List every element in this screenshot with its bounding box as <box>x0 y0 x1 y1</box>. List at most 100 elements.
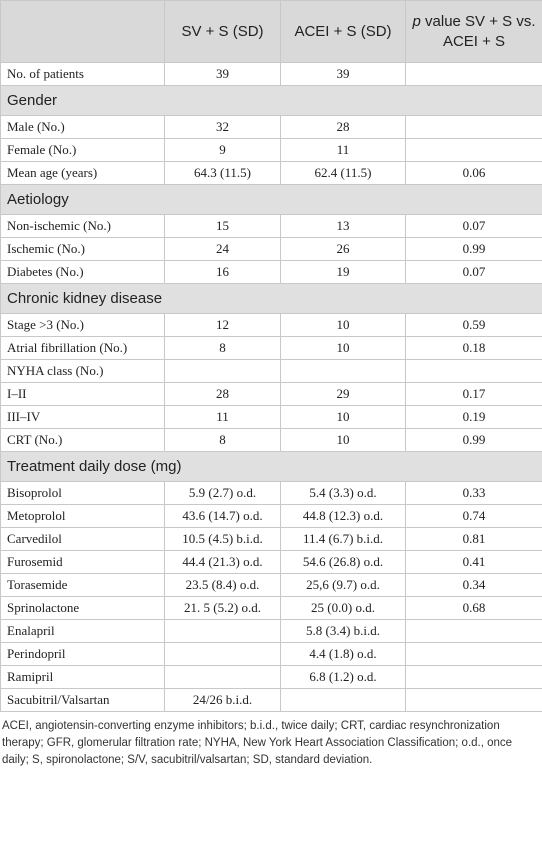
cell: 11 <box>164 405 281 429</box>
section-row: Chronic kidney disease <box>0 283 542 314</box>
cell: 0.33 <box>405 481 542 505</box>
row-label: Sprinolactone <box>0 596 165 620</box>
cell: 10.5 (4.5) b.i.d. <box>164 527 281 551</box>
cell: 13 <box>280 214 406 238</box>
cell: 28 <box>280 115 406 139</box>
cell: 62.4 (11.5) <box>280 161 406 185</box>
cell: 0.68 <box>405 596 542 620</box>
cell: 0.19 <box>405 405 542 429</box>
section-row: Treatment daily dose (mg) <box>0 451 542 482</box>
cell: 10 <box>280 405 406 429</box>
cell: 0.81 <box>405 527 542 551</box>
row-label: III–IV <box>0 405 165 429</box>
cell: 32 <box>164 115 281 139</box>
cell <box>164 359 281 383</box>
header-cell: ACEI + S (SD) <box>280 0 406 63</box>
cell <box>164 665 281 689</box>
cell: 10 <box>280 336 406 360</box>
cell: 54.6 (26.8) o.d. <box>280 550 406 574</box>
data-table: SV + S (SD) ACEI + S (SD) p value SV + S… <box>0 0 542 712</box>
cell <box>280 688 406 712</box>
cell: 16 <box>164 260 281 284</box>
section-label: Aetiology <box>0 184 542 215</box>
data-row: Sacubitril/Valsartan 24/26 b.i.d. <box>0 688 542 712</box>
section-label: Gender <box>0 85 542 116</box>
cell <box>405 115 542 139</box>
data-row: Ramipril 6.8 (1.2) o.d. <box>0 665 542 689</box>
cell: 5.8 (3.4) b.i.d. <box>280 619 406 643</box>
row-label: Mean age (years) <box>0 161 165 185</box>
section-row: Gender <box>0 85 542 116</box>
row-label: Ischemic (No.) <box>0 237 165 261</box>
cell: 64.3 (11.5) <box>164 161 281 185</box>
cell: 8 <box>164 336 281 360</box>
row-label: Enalapril <box>0 619 165 643</box>
cell: 39 <box>280 62 406 86</box>
data-row: Ischemic (No.) 24 26 0.99 <box>0 237 542 261</box>
cell <box>405 359 542 383</box>
row-label: Diabetes (No.) <box>0 260 165 284</box>
data-row: Sprinolactone 21. 5 (5.2) o.d. 25 (0.0) o.… <box>0 596 542 620</box>
data-row: Stage >3 (No.) 12 10 0.59 <box>0 313 542 337</box>
row-label: Perindopril <box>0 642 165 666</box>
row-label: Atrial fibrillation (No.) <box>0 336 165 360</box>
cell: 23.5 (8.4) o.d. <box>164 573 281 597</box>
data-row: No. of patients 39 39 <box>0 62 542 86</box>
row-label: Sacubitril/Valsartan <box>0 688 165 712</box>
data-row: Metoprolol 43.6 (14.7) o.d. 44.8 (12.3) o.… <box>0 504 542 528</box>
cell: 8 <box>164 428 281 452</box>
cell: 0.07 <box>405 214 542 238</box>
data-row: Bisoprolol 5.9 (2.7) o.d. 5.4 (3.3) o.d. 0.… <box>0 481 542 505</box>
cell: 11 <box>280 138 406 162</box>
cell: 4.4 (1.8) o.d. <box>280 642 406 666</box>
cell <box>405 62 542 86</box>
row-label: Metoprolol <box>0 504 165 528</box>
cell: 10 <box>280 428 406 452</box>
cell: 24/26 b.i.d. <box>164 688 281 712</box>
row-label: NYHA class (No.) <box>0 359 165 383</box>
data-row: Mean age (years) 64.3 (11.5) 62.4 (11.5) 0.… <box>0 161 542 185</box>
row-label: Torasemide <box>0 573 165 597</box>
cell: 5.4 (3.3) o.d. <box>280 481 406 505</box>
header-cell <box>0 0 165 63</box>
cell <box>280 359 406 383</box>
header-cell: SV + S (SD) <box>164 0 281 63</box>
cell: 0.06 <box>405 161 542 185</box>
row-label: Furosemid <box>0 550 165 574</box>
row-label: Stage >3 (No.) <box>0 313 165 337</box>
cell: 26 <box>280 237 406 261</box>
data-row: Carvedilol 10.5 (4.5) b.i.d. 11.4 (6.7) b.… <box>0 527 542 551</box>
cell: 0.41 <box>405 550 542 574</box>
cell: 28 <box>164 382 281 406</box>
cell: 12 <box>164 313 281 337</box>
cell: 0.59 <box>405 313 542 337</box>
cell: 0.17 <box>405 382 542 406</box>
cell: 6.8 (1.2) o.d. <box>280 665 406 689</box>
row-label: CRT (No.) <box>0 428 165 452</box>
data-row: NYHA class (No.) <box>0 359 542 383</box>
cell <box>405 619 542 643</box>
cell: 39 <box>164 62 281 86</box>
data-row: CRT (No.) 8 10 0.99 <box>0 428 542 452</box>
row-label: Carvedilol <box>0 527 165 551</box>
cell: 15 <box>164 214 281 238</box>
data-row: Torasemide 23.5 (8.4) o.d. 25,6 (9.7) o.d.… <box>0 573 542 597</box>
cell: 21. 5 (5.2) o.d. <box>164 596 281 620</box>
data-row: Furosemid 44.4 (21.3) o.d. 54.6 (26.8) o.d… <box>0 550 542 574</box>
section-label: Treatment daily dose (mg) <box>0 451 542 482</box>
row-label: No. of patients <box>0 62 165 86</box>
footnote: ACEI, angiotensin-converting enzyme inhi… <box>2 720 513 766</box>
cell <box>405 688 542 712</box>
row-label: I–II <box>0 382 165 406</box>
cell: 0.34 <box>405 573 542 597</box>
cell: 10 <box>280 313 406 337</box>
row-label: Ramipril <box>0 665 165 689</box>
cell: 0.74 <box>405 504 542 528</box>
cell <box>164 619 281 643</box>
cell: 25,6 (9.7) o.d. <box>280 573 406 597</box>
row-label: Non-ischemic (No.) <box>0 214 165 238</box>
row-label: Female (No.) <box>0 138 165 162</box>
cell <box>405 642 542 666</box>
header-row: SV + S (SD) ACEI + S (SD) p value SV + S… <box>0 0 542 63</box>
cell: 24 <box>164 237 281 261</box>
